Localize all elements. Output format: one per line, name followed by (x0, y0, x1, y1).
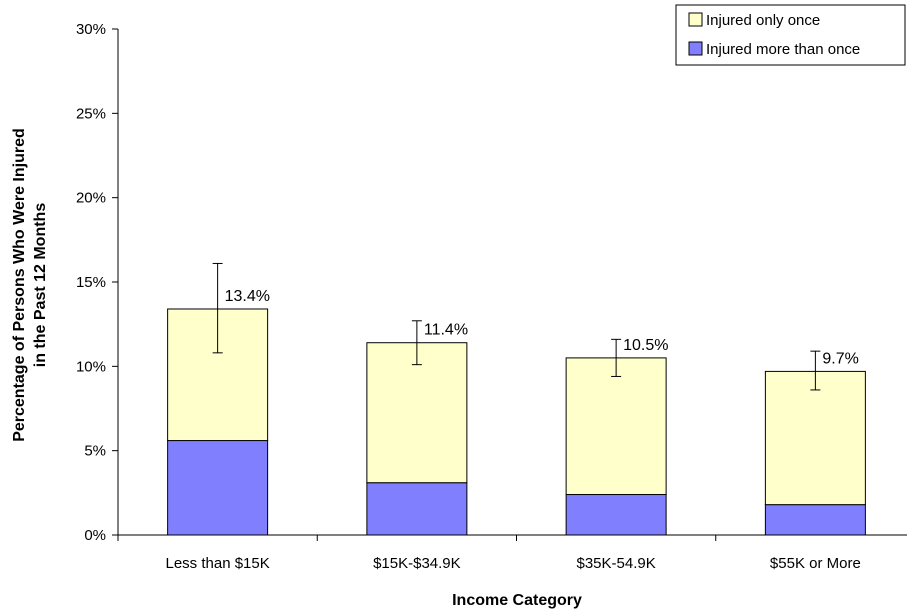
bar-segment-injured-only-once (565, 357, 667, 496)
bar-segment-injured-more-than-once (764, 504, 866, 536)
x-category-label: $35K-54.9K (577, 555, 656, 572)
y-tick-label: 5% (84, 443, 106, 460)
legend: Injured only once Injured more than once (675, 4, 906, 66)
legend-label-injured-more-than-once: Injured more than once (706, 41, 860, 58)
y-tick-label: 25% (76, 105, 106, 122)
y-axis-title-line-1: Percentage of Persons Who Were Injured (11, 128, 28, 442)
plot-area: 0% 5% 10% 15% 20% 25% 30% 13.4% Less than $15K 11… (76, 21, 907, 572)
bar-segment-injured-more-than-once (565, 494, 667, 536)
bar-segment-injured-only-once (366, 342, 468, 484)
y-axis-title: Percentage of Persons Who Were Injured i… (11, 128, 49, 442)
legend-box (675, 4, 906, 66)
total-value-label: 9.7% (822, 350, 858, 367)
total-value-label: 13.4% (225, 288, 270, 305)
x-category-label: $55K or More (770, 555, 861, 572)
total-value-label: 10.5% (623, 337, 668, 354)
legend-swatch-injured-more-than-once (688, 41, 703, 56)
y-tick-label: 20% (76, 190, 106, 207)
total-value-label: 11.4% (424, 322, 468, 339)
x-axis-title: Income Category (452, 592, 582, 609)
x-category-label: $15K-$34.9K (373, 555, 461, 572)
y-axis-title-line-2: in the Past 12 Months (32, 203, 49, 368)
bar-segment-injured-only-once (764, 370, 866, 506)
y-tick-label: 30% (76, 21, 106, 38)
y-tick-label: 15% (76, 274, 106, 291)
y-tick-label: 0% (84, 527, 106, 544)
legend-swatch-injured-only-once (688, 12, 703, 27)
bar-segment-injured-more-than-once (167, 440, 269, 536)
legend-label-injured-only-once: Injured only once (706, 12, 820, 29)
y-tick-label: 10% (76, 358, 106, 375)
x-category-label: Less than $15K (166, 555, 270, 572)
bar-segment-injured-more-than-once (366, 482, 468, 536)
